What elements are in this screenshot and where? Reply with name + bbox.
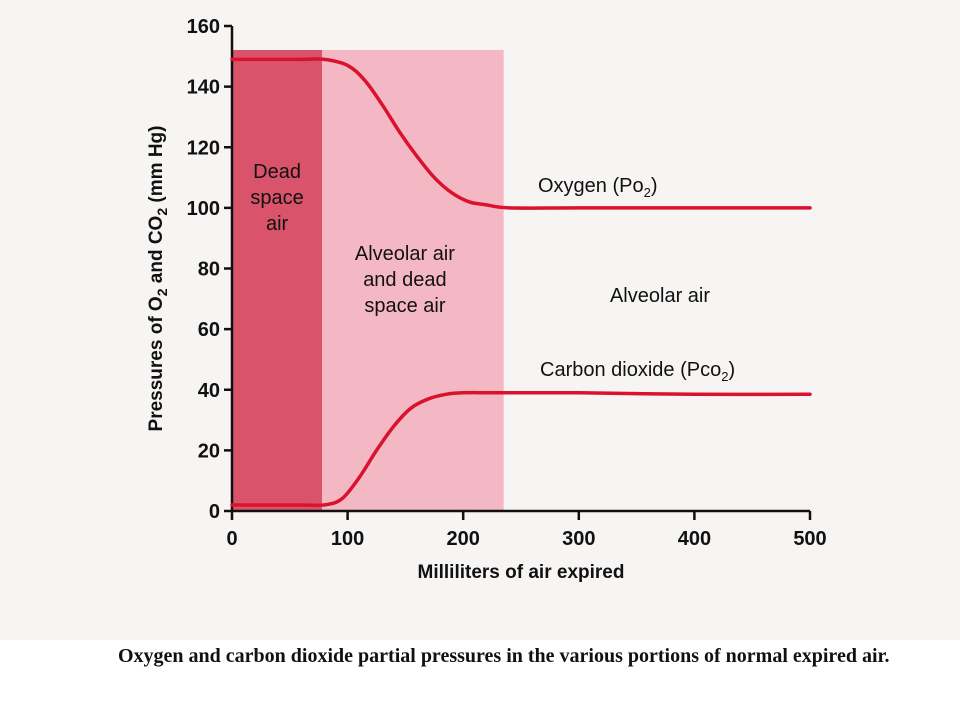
y-axis-title-part: Pressures of O (146, 296, 167, 431)
series-label-main: Carbon dioxide (Pco (540, 359, 721, 381)
y-axis-title-subscript: 2 (154, 208, 170, 216)
series-label-subscript: 2 (644, 185, 651, 200)
y-axis-title: Pressures of O2 and CO2 (mm Hg) (146, 126, 170, 432)
y-tick-label: 80 (198, 259, 220, 281)
y-tick-label: 100 (187, 198, 220, 220)
x-tick-label: 500 (793, 528, 826, 550)
x-tick-label: 200 (447, 528, 480, 550)
y-axis-title-subscript: 2 (154, 288, 170, 296)
region-label-mixed-line: and dead (363, 269, 446, 291)
x-tick-label: 100 (331, 528, 364, 550)
region-label-mixed-line: space air (364, 295, 445, 317)
region-label-dead-space-line: Dead (253, 161, 301, 183)
series-label-main: Oxygen (Po (538, 175, 644, 197)
y-axis-title-part: and CO (146, 216, 167, 289)
x-tick-label: 0 (226, 528, 237, 550)
region-label-alveolar: Alveolar air (610, 285, 710, 307)
series-line-carbon-dioxide (230, 390, 812, 508)
series-label-end: ) (728, 359, 735, 381)
x-axis-title: Milliliters of air expired (418, 562, 625, 583)
series-label-oxygen: Oxygen (Po2) (538, 175, 658, 200)
y-tick-label: 20 (198, 440, 220, 462)
y-tick-label: 160 (187, 16, 220, 38)
y-tick-label: 120 (187, 137, 220, 159)
region-label-dead-space-line: air (266, 213, 289, 235)
region-label-mixed-line: Alveolar air (355, 243, 455, 265)
y-tick-label: 0 (209, 501, 220, 523)
region-label-dead-space-line: space (250, 187, 303, 209)
series-label-subscript: 2 (721, 369, 728, 384)
series-line-oxygen (230, 57, 812, 210)
region-dead-space (232, 50, 323, 511)
y-tick-label: 140 (187, 77, 220, 99)
region-mixed (322, 50, 504, 511)
partial-pressure-chart: Dead space air Alveolar air and dead space ai… (146, 16, 827, 583)
series-label-carbon-dioxide: Carbon dioxide (Pco2) (540, 359, 735, 384)
y-tick-label: 60 (198, 319, 220, 341)
x-tick-label: 400 (678, 528, 711, 550)
x-tick-label: 300 (562, 528, 595, 550)
series-label-end: ) (651, 175, 658, 197)
y-tick-label: 40 (198, 380, 220, 402)
y-axis-title-part: (mm Hg) (146, 126, 167, 208)
chart-area: Dead space air Alveolar air and dead space ai… (0, 0, 960, 640)
figure-caption: Oxygen and carbon dioxide partial pressu… (118, 645, 890, 667)
